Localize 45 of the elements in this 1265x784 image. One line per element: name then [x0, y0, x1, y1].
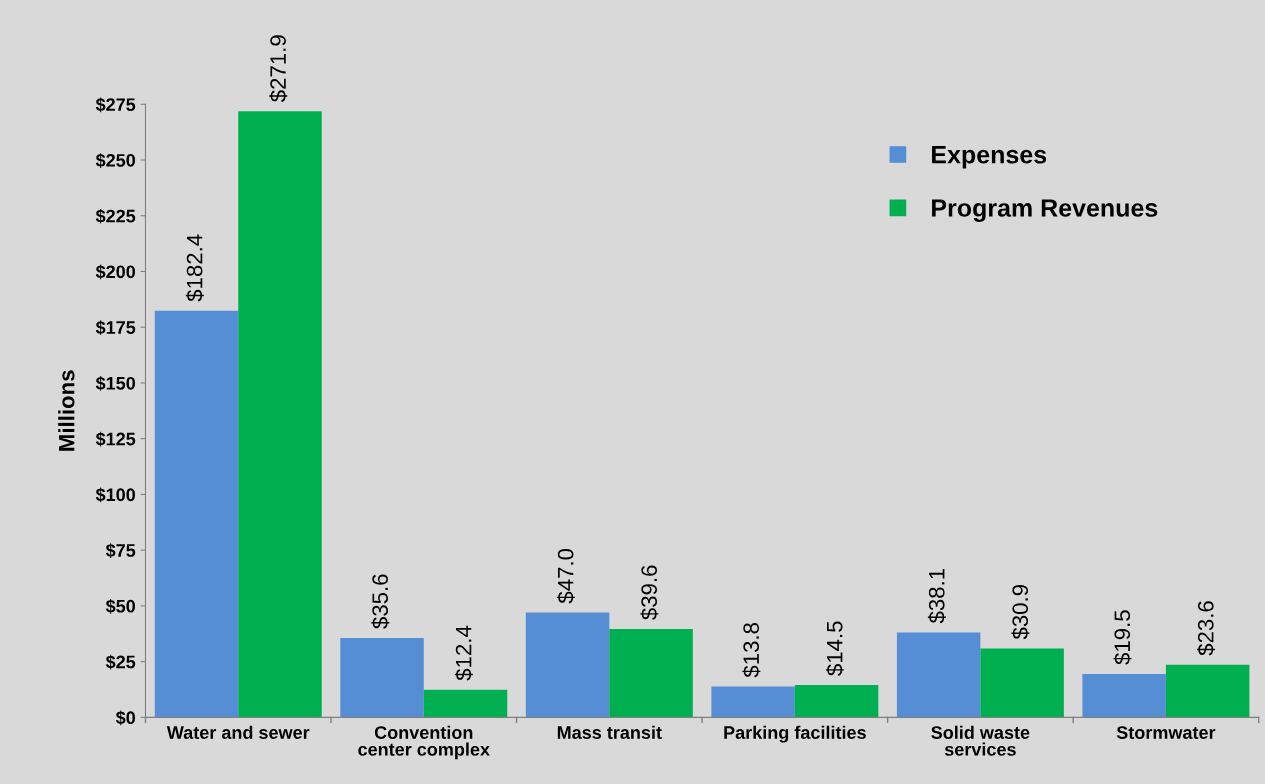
- data-label: $30.9: [1011, 585, 1030, 640]
- bar: [711, 686, 795, 718]
- data-label: $39.6: [640, 565, 659, 620]
- y-tick-label: $150: [95, 376, 136, 391]
- legend-label: Expenses: [932, 146, 1047, 169]
- y-tick-label: $125: [95, 431, 136, 447]
- bar: [1165, 664, 1250, 718]
- bar: [340, 637, 424, 718]
- y-tick-label: $275: [95, 97, 136, 113]
- data-label: $38.1: [927, 568, 946, 624]
- y-tick-label: $100: [95, 487, 136, 503]
- x-tick-label: Convention center complex: [358, 725, 490, 760]
- x-tick-label: Parking facilities: [724, 725, 866, 743]
- data-label: $47.0: [556, 548, 575, 604]
- x-tick-label: Stormwater: [1116, 726, 1216, 739]
- bar: [423, 689, 508, 718]
- x-tick-label: Mass transit: [557, 725, 662, 739]
- legend-label: Program Revenues: [932, 199, 1158, 222]
- data-label: $19.5: [1113, 610, 1132, 665]
- y-tick-label: $75: [105, 543, 136, 559]
- data-label: $271.9: [269, 35, 288, 103]
- bar: [980, 648, 1064, 718]
- y-tick-label: $200: [95, 264, 136, 280]
- bar: [525, 612, 610, 718]
- bar: [154, 310, 239, 718]
- x-tick-label: Water and sewer: [166, 725, 310, 739]
- bar: [1082, 673, 1166, 718]
- data-label: $182.4: [185, 234, 204, 302]
- data-label: $35.6: [371, 574, 390, 629]
- data-label: $12.4: [454, 625, 473, 681]
- y-axis-title: Millions: [58, 370, 75, 451]
- y-tick-label: $175: [95, 320, 136, 336]
- y-tick-label: $25: [105, 654, 136, 670]
- bar: [794, 685, 879, 718]
- data-label: $13.8: [742, 623, 761, 678]
- x-tick-label: Solid waste services: [931, 725, 1030, 756]
- data-label: $14.5: [825, 621, 844, 676]
- y-tick-label: $250: [95, 153, 136, 168]
- y-tick-label: $0: [115, 710, 136, 726]
- bar: [609, 629, 693, 718]
- data-label: $23.6: [1196, 601, 1215, 656]
- y-tick-label: $225: [95, 208, 136, 224]
- bar: [238, 111, 322, 718]
- bar: [896, 632, 981, 718]
- y-tick-label: $50: [105, 599, 136, 614]
